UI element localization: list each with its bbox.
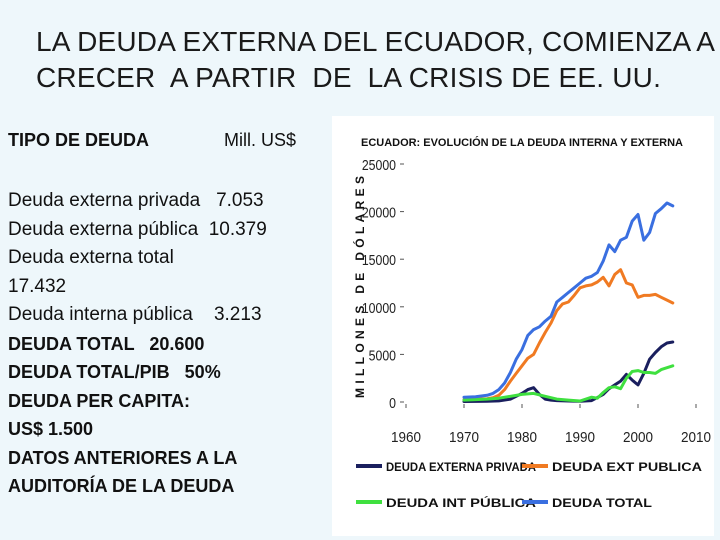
debt-line: AUDITORÍA DE LA DEUDA — [8, 476, 235, 496]
chart-title: ECUADOR: EVOLUCIÓN DE LA DEUDA INTERNA Y… — [361, 136, 683, 149]
legend-label: DEUDA TOTAL — [552, 496, 652, 510]
legend-label: DEUDA INT PÚBLICA — [386, 495, 536, 510]
debt-type-label: TIPO DE DEUDA — [8, 130, 150, 150]
series-line-3 — [462, 201, 675, 399]
debt-line: Deuda externa pública 10.379 — [8, 218, 267, 240]
x-tick-label: 1970 — [449, 429, 479, 446]
debt-lines: Deuda externa privada 7.053 Deuda externa… — [8, 187, 328, 501]
y-tick-label: 25000 — [362, 157, 397, 173]
debt-line: 17.432 — [8, 275, 67, 297]
title-line-1: LA DEUDA EXTERNA DEL ECUADOR, COMIENZA A — [36, 26, 716, 57]
y-tick-label: 20000 — [362, 204, 397, 220]
slide-title: LA DEUDA EXTERNA DEL ECUADOR, COMIENZA A… — [36, 24, 716, 96]
debt-line: Deuda interna pública 3.213 — [8, 304, 262, 325]
y-tick-label: 5000 — [369, 347, 397, 363]
debt-line: DEUDA TOTAL/PIB 50% — [8, 362, 221, 382]
debt-summary: TIPO DE DEUDA Mill. US$ Deuda externa pr… — [8, 130, 328, 501]
series-line-1 — [462, 268, 675, 402]
debt-line: DATOS ANTERIORES A LA — [8, 447, 238, 468]
chart-y-axis-label: MILLONES DE DÓLARES — [352, 170, 367, 398]
title-line-2: CRECER A PARTIR DE LA CRISIS DE EE. UU. — [36, 62, 662, 93]
debt-chart: ECUADOR: EVOLUCIÓN DE LA DEUDA INTERNA Y… — [332, 116, 714, 536]
debt-line: Deuda externa privada 7.053 — [8, 190, 264, 211]
debt-chart-svg: ECUADOR: EVOLUCIÓN DE LA DEUDA INTERNA Y… — [352, 136, 711, 510]
x-tick-label: 2000 — [623, 429, 653, 446]
debt-line: US$ 1.500 — [8, 419, 94, 439]
debt-line: DEUDA PER CAPITA: — [8, 390, 191, 411]
series-line-2 — [462, 364, 675, 403]
legend-label: DEUDA EXTERNA PRIVADA — [386, 460, 536, 474]
y-tick-label: 10000 — [362, 300, 397, 316]
x-tick-label: 1960 — [391, 429, 421, 446]
debt-line: Deuda externa total — [8, 247, 174, 268]
x-tick-label: 1980 — [507, 429, 537, 446]
debt-table-header: TIPO DE DEUDA Mill. US$ — [8, 130, 328, 162]
x-tick-label: 1990 — [565, 429, 595, 446]
y-tick-label: 15000 — [362, 252, 397, 268]
chart-plot-area: 0 5000 10000 15000 20000 25000 1960 1970 1980 199… — [356, 157, 711, 510]
y-tick-label: 0 — [389, 395, 396, 411]
legend-label: DEUDA EXT PUBLICA — [552, 460, 702, 474]
unit-label: Mill. US$ — [224, 130, 297, 150]
x-tick-label: 2010 — [681, 429, 711, 446]
debt-line: DEUDA TOTAL 20.600 — [8, 333, 205, 354]
